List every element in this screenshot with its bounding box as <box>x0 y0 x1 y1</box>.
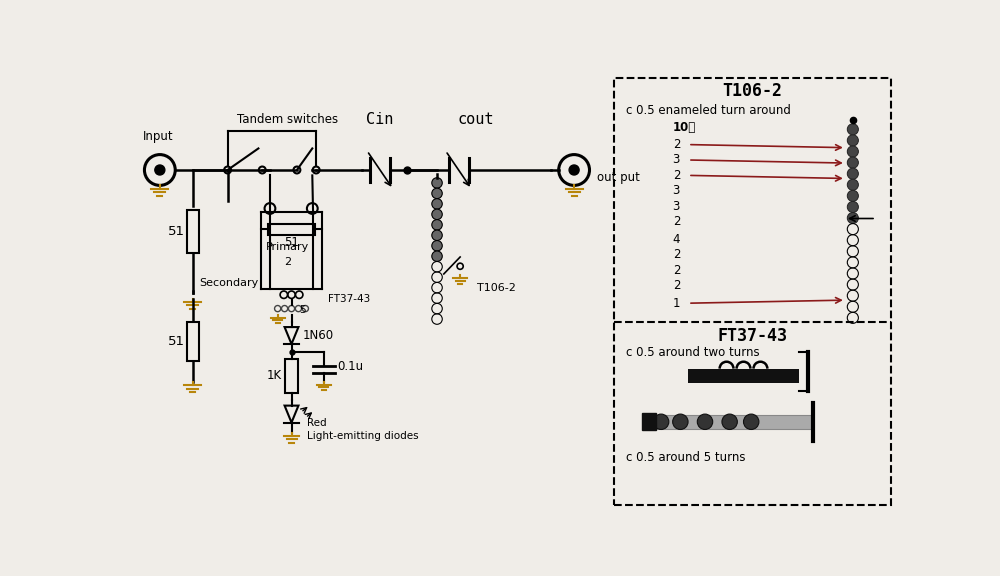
Text: 2: 2 <box>673 138 680 151</box>
Text: 0.1u: 0.1u <box>337 360 363 373</box>
Bar <box>650 415 811 429</box>
Circle shape <box>155 165 165 175</box>
Circle shape <box>847 202 858 213</box>
Circle shape <box>722 414 737 430</box>
Bar <box>614 78 891 505</box>
Circle shape <box>847 124 858 135</box>
Text: cout: cout <box>457 112 494 127</box>
Circle shape <box>847 190 858 202</box>
Text: Light-emitting diodes: Light-emitting diodes <box>307 431 419 441</box>
Circle shape <box>432 177 442 188</box>
Bar <box>285 359 298 392</box>
Text: 2: 2 <box>673 248 680 261</box>
Text: 2: 2 <box>673 279 680 292</box>
Circle shape <box>847 157 858 168</box>
Bar <box>268 224 315 234</box>
Text: 5: 5 <box>299 305 306 315</box>
Text: T106-2: T106-2 <box>477 283 516 293</box>
Text: Red: Red <box>307 418 327 428</box>
Text: Input: Input <box>143 130 174 143</box>
Bar <box>642 414 656 430</box>
Bar <box>187 323 199 361</box>
Text: 2: 2 <box>673 215 680 228</box>
Circle shape <box>743 414 759 430</box>
Text: FT37-43: FT37-43 <box>328 294 371 304</box>
Text: 1N60: 1N60 <box>302 329 333 342</box>
Text: out put: out put <box>597 171 640 184</box>
Text: c 0.5 around 5 turns: c 0.5 around 5 turns <box>626 450 746 464</box>
Text: Primary: Primary <box>266 242 309 252</box>
Text: 3: 3 <box>673 153 680 166</box>
Circle shape <box>432 241 442 251</box>
Bar <box>688 369 799 382</box>
Bar <box>187 210 199 253</box>
Text: T106-2: T106-2 <box>723 82 783 100</box>
Text: 2: 2 <box>673 169 680 182</box>
Text: 51: 51 <box>168 225 185 238</box>
Text: 1K: 1K <box>267 369 282 382</box>
Circle shape <box>697 414 713 430</box>
Circle shape <box>673 414 688 430</box>
Circle shape <box>432 230 442 241</box>
Text: 10匹: 10匹 <box>673 121 696 134</box>
Circle shape <box>847 135 858 146</box>
Text: 1: 1 <box>673 297 680 310</box>
Text: c 0.5 around two turns: c 0.5 around two turns <box>626 346 760 359</box>
Text: 3: 3 <box>673 184 680 198</box>
Text: Secondary: Secondary <box>199 278 258 288</box>
Circle shape <box>847 213 858 223</box>
Text: c 0.5 enameled turn around: c 0.5 enameled turn around <box>626 104 791 117</box>
Text: 2: 2 <box>284 257 291 267</box>
Text: 51: 51 <box>168 335 185 348</box>
Circle shape <box>653 414 669 430</box>
Text: 2: 2 <box>673 264 680 276</box>
Text: 51: 51 <box>284 236 299 249</box>
Circle shape <box>847 146 858 157</box>
Text: 3: 3 <box>673 200 680 213</box>
Circle shape <box>847 168 858 179</box>
Text: 4: 4 <box>673 233 680 246</box>
Circle shape <box>432 199 442 209</box>
Circle shape <box>432 219 442 230</box>
Circle shape <box>847 179 858 190</box>
Text: Cin: Cin <box>366 112 394 127</box>
Circle shape <box>432 251 442 262</box>
Text: Tandem switches: Tandem switches <box>237 113 338 127</box>
Circle shape <box>432 188 442 199</box>
Circle shape <box>569 165 579 175</box>
Circle shape <box>432 209 442 219</box>
Text: FT37-43: FT37-43 <box>718 327 788 344</box>
